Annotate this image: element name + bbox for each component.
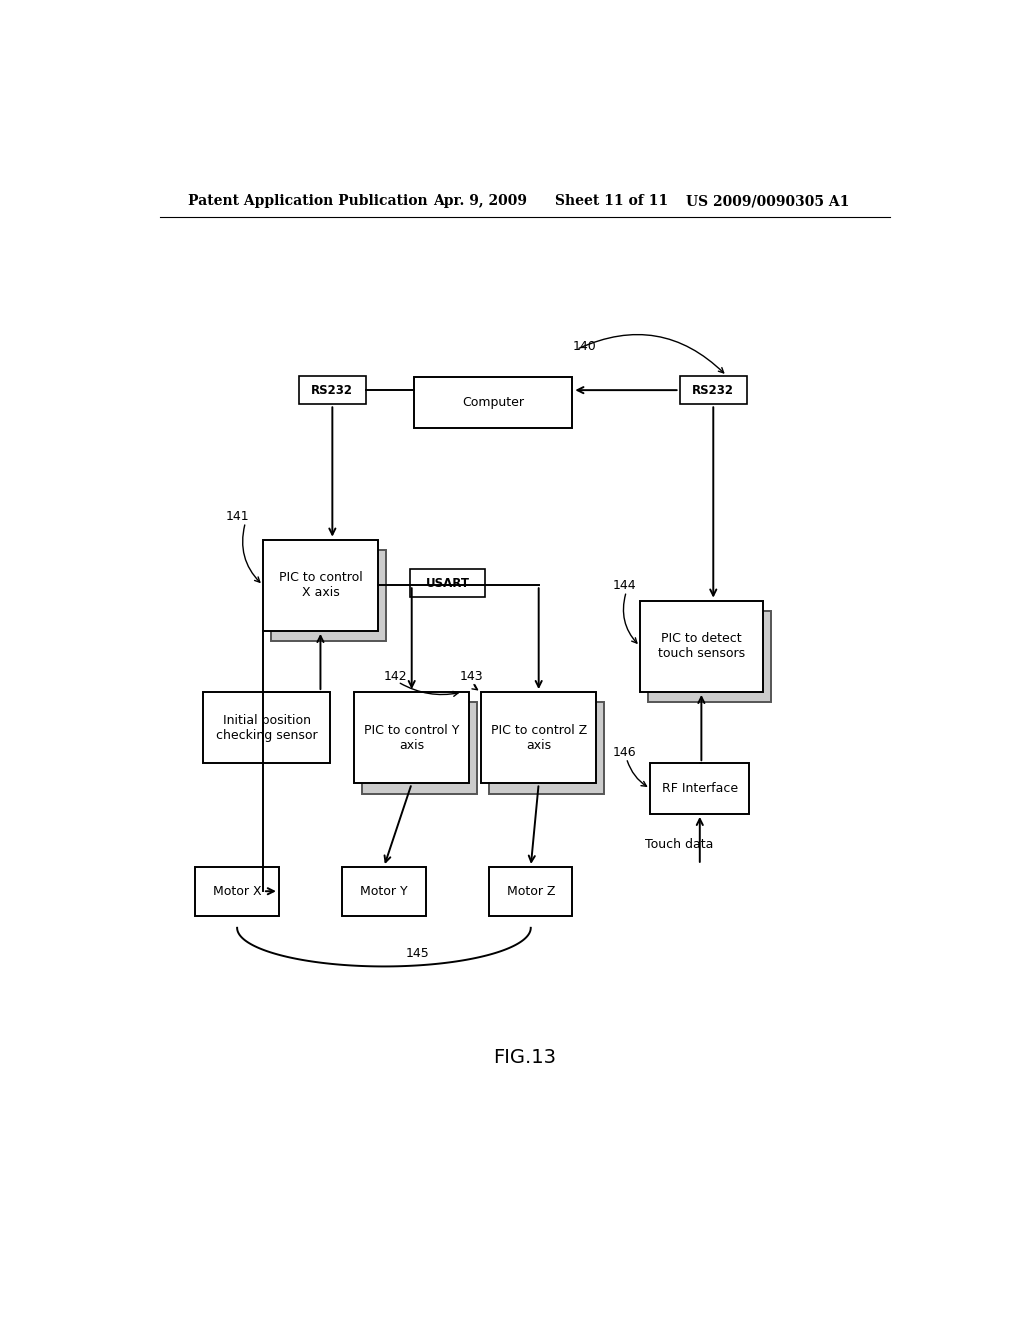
- Text: US 2009/0090305 A1: US 2009/0090305 A1: [686, 194, 849, 209]
- Text: 140: 140: [572, 341, 596, 352]
- Text: 145: 145: [406, 946, 429, 960]
- Bar: [481, 692, 596, 784]
- Text: 144: 144: [613, 578, 637, 591]
- Bar: [342, 867, 426, 916]
- Bar: [648, 611, 771, 702]
- Bar: [204, 692, 331, 763]
- Text: Patent Application Publication: Patent Application Publication: [187, 194, 427, 209]
- Bar: [299, 376, 367, 404]
- Text: Motor Y: Motor Y: [360, 884, 408, 898]
- Text: Sheet 11 of 11: Sheet 11 of 11: [555, 194, 668, 209]
- Text: RS232: RS232: [311, 384, 353, 396]
- Text: 143: 143: [460, 671, 483, 684]
- Text: Motor X: Motor X: [213, 884, 261, 898]
- Text: 141: 141: [225, 510, 249, 523]
- Text: USART: USART: [425, 577, 469, 590]
- Bar: [640, 601, 763, 692]
- Text: 142: 142: [384, 671, 408, 684]
- Text: PIC to control Z
axis: PIC to control Z axis: [490, 723, 587, 752]
- Text: RS232: RS232: [692, 384, 734, 396]
- Text: PIC to control Y
axis: PIC to control Y axis: [364, 723, 460, 752]
- Text: Apr. 9, 2009: Apr. 9, 2009: [433, 194, 527, 209]
- Bar: [263, 540, 378, 631]
- Bar: [362, 702, 477, 793]
- Text: PIC to control
X axis: PIC to control X axis: [279, 572, 362, 599]
- Text: Initial position
checking sensor: Initial position checking sensor: [216, 714, 317, 742]
- Bar: [354, 692, 469, 784]
- Bar: [680, 376, 748, 404]
- Text: FIG.13: FIG.13: [494, 1048, 556, 1068]
- Bar: [410, 569, 485, 598]
- Bar: [489, 702, 604, 793]
- Text: Computer: Computer: [462, 396, 524, 409]
- Text: RF Interface: RF Interface: [662, 781, 738, 795]
- Bar: [196, 867, 279, 916]
- Bar: [270, 549, 386, 642]
- Text: 146: 146: [613, 747, 637, 759]
- Text: PIC to detect
touch sensors: PIC to detect touch sensors: [657, 632, 744, 660]
- Text: Touch data: Touch data: [645, 838, 714, 851]
- Bar: [650, 763, 750, 814]
- Bar: [489, 867, 572, 916]
- Text: Motor Z: Motor Z: [507, 884, 555, 898]
- Bar: [414, 378, 572, 428]
